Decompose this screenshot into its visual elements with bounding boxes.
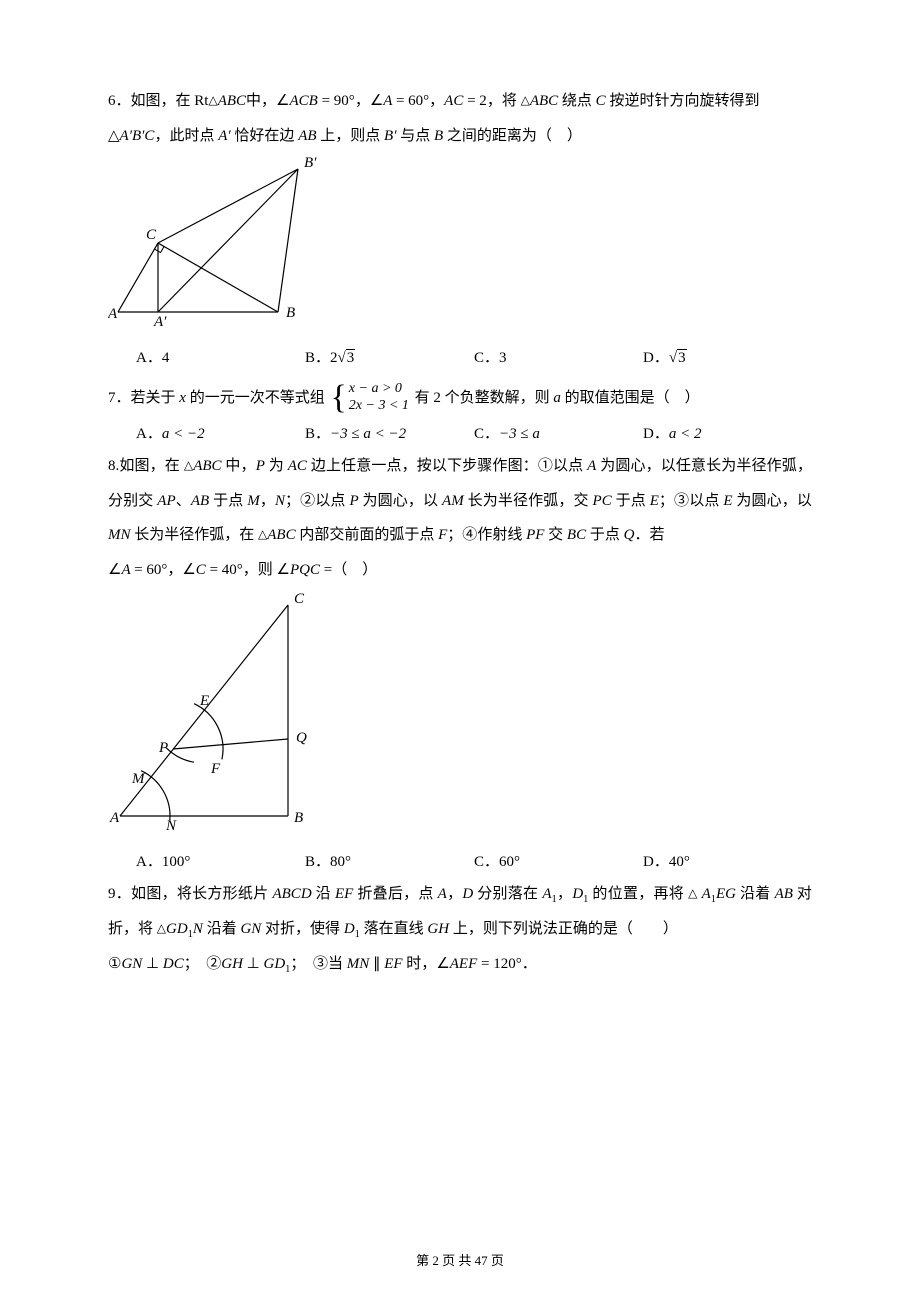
- q8-diagram: A B C P Q E F M N: [108, 591, 318, 831]
- q6-t7: 恰好在边: [231, 128, 299, 144]
- q6-optD: D．3: [643, 343, 812, 373]
- q8-figure: A B C P Q E F M N: [108, 591, 812, 845]
- q7-optC: C．−3 ≤ a: [474, 419, 643, 449]
- svg-text:P: P: [158, 740, 168, 756]
- svg-text:A′: A′: [153, 314, 167, 327]
- q6-tri3-sym: [108, 128, 120, 144]
- q7-options: A．a < −2 B．−3 ≤ a < −2 C．−3 ≤ a D．a < 2: [108, 419, 812, 449]
- q6-AB: AB: [298, 128, 316, 144]
- q7-x: x: [179, 390, 186, 406]
- svg-text:Q: Q: [296, 730, 307, 746]
- q7-t3: 有 2 个负整数解，则: [411, 390, 554, 406]
- svg-text:B: B: [294, 810, 303, 826]
- q6-t4: 绕点: [558, 93, 596, 109]
- q6: 6．如图，在 RtABC中，∠ACB = 90°，∠A = 60°，AC = 2…: [108, 84, 812, 153]
- q6-tri2-sym: [521, 93, 530, 109]
- q6-t8: 上，则点: [317, 128, 385, 144]
- q7-inequality-system: {x − a > 02x − 3 < 1: [330, 381, 408, 415]
- q8-optD: D．40°: [643, 847, 812, 877]
- svg-text:N: N: [165, 818, 177, 831]
- q7-number: 7．: [108, 390, 131, 406]
- svg-text:A: A: [109, 810, 120, 826]
- q6-eq1: ∠ACB = 90°: [276, 93, 355, 109]
- q6-tri1-sym: [208, 93, 217, 109]
- q7: 7．若关于 x 的一元一次不等式组 {x − a > 02x − 3 < 1 有…: [108, 381, 812, 416]
- svg-text:C: C: [146, 227, 157, 243]
- q7-optA: A．a < −2: [136, 419, 305, 449]
- q6-tri2: ABC: [530, 93, 558, 109]
- svg-text:F: F: [210, 761, 221, 777]
- q9: 9．如图，将长方形纸片 ABCD 沿 EF 折叠后，点 A，D 分别落在 A1，…: [108, 877, 812, 947]
- page: 6．如图，在 RtABC中，∠ACB = 90°，∠A = 60°，AC = 2…: [0, 0, 920, 1302]
- q6-t2: 中，: [246, 93, 276, 109]
- svg-text:E: E: [199, 693, 209, 709]
- q6-Ap: A′: [218, 128, 230, 144]
- q6-options: A．4 B．23 C．3 D．3: [108, 343, 812, 373]
- svg-text:B′: B′: [304, 157, 317, 171]
- q6-eq3: AC = 2: [444, 93, 487, 109]
- svg-text:M: M: [131, 771, 146, 787]
- q7-t4: 的取值范围是（ ）: [561, 390, 700, 406]
- q8-options: A．100° B．80° C．60° D．40°: [108, 847, 812, 877]
- sqrt-icon: 3: [338, 343, 356, 373]
- q7-t2: 的一元一次不等式组: [186, 390, 329, 406]
- q8-number: 8.: [108, 458, 119, 474]
- svg-text:C: C: [294, 591, 305, 607]
- q6-t9: 与点: [396, 128, 434, 144]
- q7-optD: D．a < 2: [643, 419, 812, 449]
- q8-eqC: ∠C = 40°: [182, 562, 242, 578]
- q6-optB: B．23: [305, 343, 474, 373]
- q6-ptC: C: [596, 93, 606, 109]
- q6-B: B: [434, 128, 443, 144]
- svg-text:A: A: [108, 306, 118, 322]
- q6-s1: ，: [355, 93, 370, 109]
- q6-tri3: A′B′C: [120, 128, 155, 144]
- q8-optA: A．100°: [136, 847, 305, 877]
- q7-a: a: [553, 390, 561, 406]
- q6-eq2: ∠A = 60°: [370, 93, 429, 109]
- q6-t6: ，此时点: [154, 128, 218, 144]
- q6-s2: ，: [429, 93, 444, 109]
- q6-optA: A．4: [136, 343, 305, 373]
- q7-t1: 若关于: [131, 390, 180, 406]
- q6-number: 6．: [108, 93, 131, 109]
- q6-t1: 如图，在 Rt: [131, 93, 209, 109]
- q9-items: ①GN ⊥ DC； ②GH ⊥ GD1； ③当 MN ∥ EF 时，∠AEF =…: [108, 947, 812, 982]
- q6-figure: A B C A′ B′: [108, 157, 812, 341]
- q6-optC: C．3: [474, 343, 643, 373]
- sqrt-icon: 3: [669, 343, 687, 373]
- page-footer: 第 2 页 共 47 页: [0, 1246, 920, 1276]
- q8-optB: B．80°: [305, 847, 474, 877]
- q6-t10: 之间的距离为（ ）: [443, 128, 582, 144]
- q6-Bp: B′: [384, 128, 396, 144]
- q6-t5: 按逆时针方向旋转得到: [606, 93, 760, 109]
- q9-number: 9．: [108, 886, 131, 902]
- q6-t3: ，将: [487, 93, 521, 109]
- q8-optC: C．60°: [474, 847, 643, 877]
- q6-tri1: ABC: [218, 93, 246, 109]
- q7-optB: B．−3 ≤ a < −2: [305, 419, 474, 449]
- q8: 8.如图，在 ABC 中，P 为 AC 边上任意一点，按以下步骤作图：①以点 A…: [108, 449, 812, 587]
- q6-diagram: A B C A′ B′: [108, 157, 328, 327]
- q8-eqA: ∠A = 60°: [108, 562, 167, 578]
- svg-text:B: B: [286, 305, 295, 321]
- q8-eqPQC: ∠PQC =: [277, 562, 333, 578]
